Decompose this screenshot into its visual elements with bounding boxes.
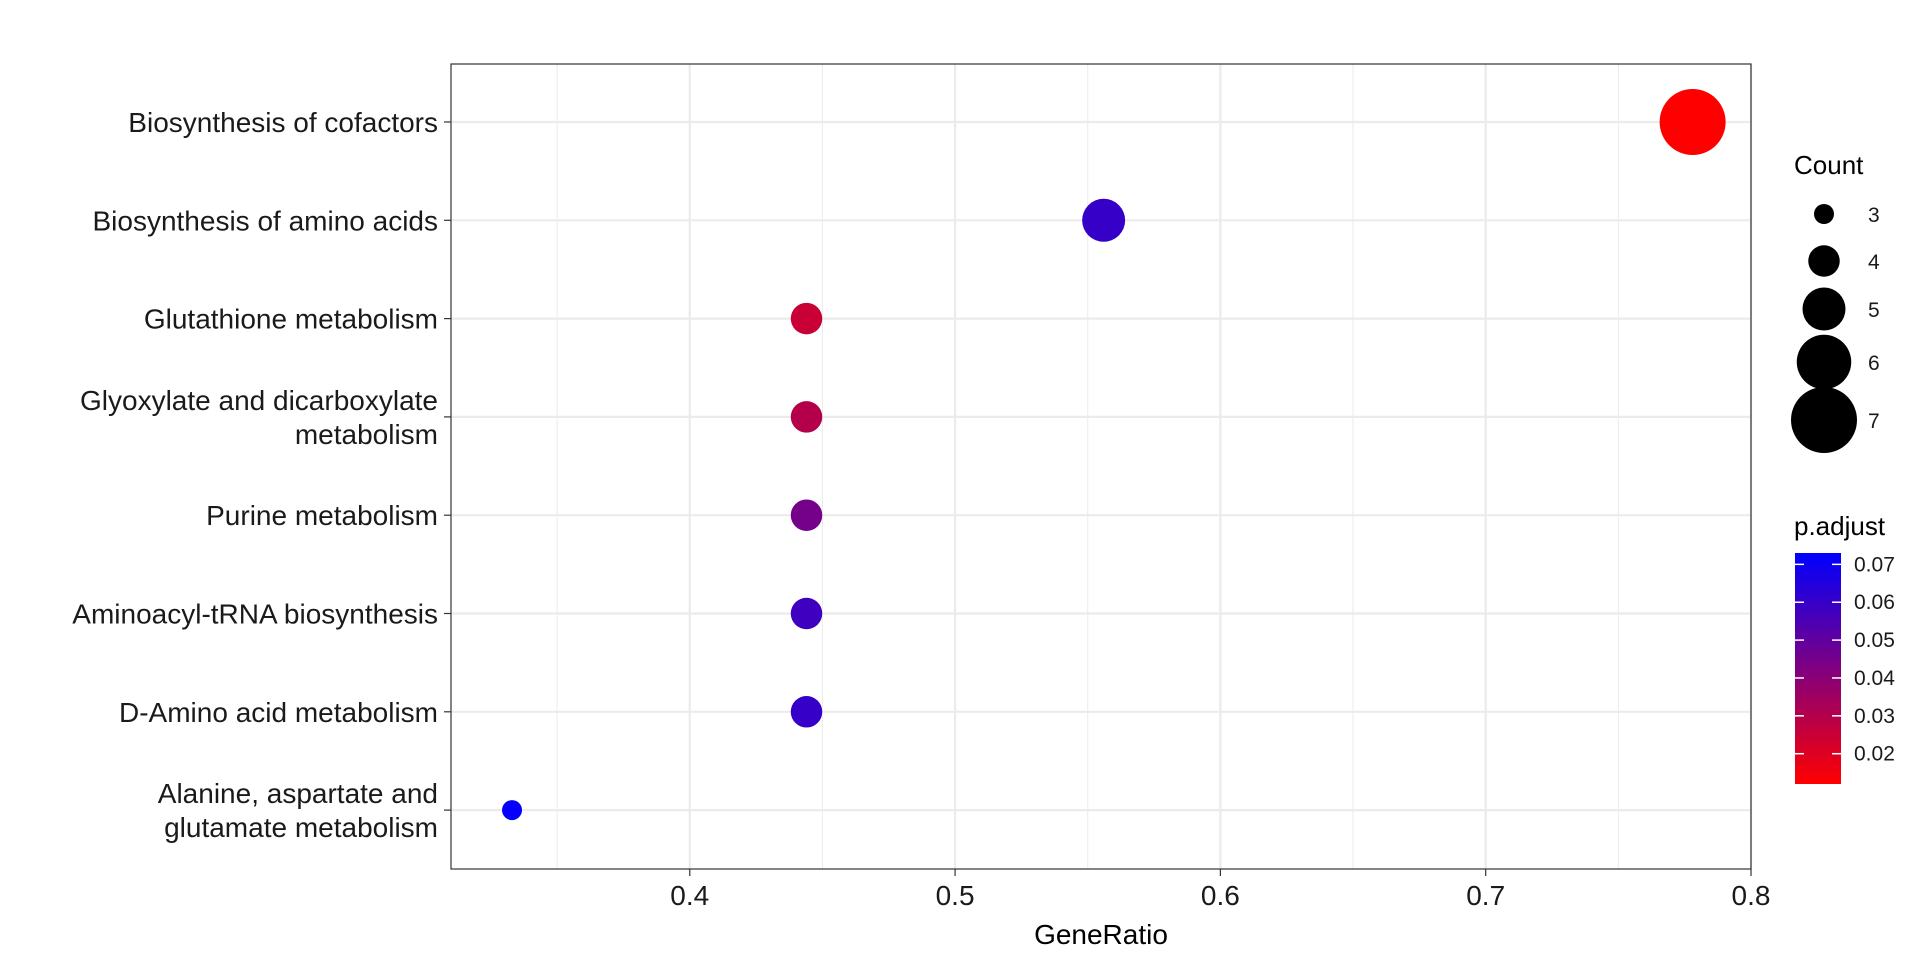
x-tick-label: 0.5 [936, 880, 975, 911]
data-point [790, 302, 823, 335]
p-adjust-tick-label: 0.06 [1854, 591, 1895, 614]
count-legend-label: 4 [1868, 251, 1880, 274]
count-legend-label: 7 [1868, 410, 1880, 433]
data-point [790, 696, 823, 728]
x-tick-label: 0.8 [1732, 880, 1771, 911]
count-legend-dot [1808, 245, 1840, 277]
y-tick-label-line: Glutathione metabolism [144, 304, 438, 335]
plot-panel-border [450, 63, 1752, 870]
x-tick-label: 0.7 [1466, 880, 1505, 911]
x-tick-label: 0.6 [1201, 880, 1240, 911]
data-point [502, 800, 523, 821]
y-tick-label-line: metabolism [295, 419, 438, 450]
count-legend-dot [1802, 287, 1846, 331]
count-legend-dot [1814, 204, 1834, 224]
x-axis: 0.4 0.5 0.6 0.7 0.8 [670, 869, 1770, 911]
data-point [1082, 198, 1126, 242]
y-tick-label: Aminoacyl-tRNA biosynthesis [72, 599, 438, 630]
count-legend-dot [1796, 334, 1852, 390]
y-tick-label: Purine metabolism [206, 500, 438, 531]
data-point [790, 499, 823, 531]
count-legend: Count 3 4 5 6 7 [1791, 150, 1880, 453]
data-point [790, 597, 823, 630]
y-tick-label: Biosynthesis of cofactors [128, 107, 438, 138]
p-adjust-tick-label: 0.02 [1854, 743, 1895, 766]
y-tick-label-line: Alanine, aspartate and [158, 778, 438, 809]
y-tick-label-line: Purine metabolism [206, 500, 438, 531]
p-adjust-colorbar [1795, 553, 1841, 784]
p-adjust-tick-label: 0.03 [1854, 705, 1895, 728]
p-adjust-legend: p.adjust 0.07 0.06 0.05 0.04 0.03 0.02 [1794, 511, 1895, 784]
y-tick-label-line: Glyoxylate and dicarboxylate [80, 385, 438, 416]
y-tick-label: Alanine, aspartate and glutamate metaboli… [158, 778, 438, 843]
x-tick-label: 0.4 [670, 880, 709, 911]
y-tick-label-line: Biosynthesis of amino acids [92, 205, 438, 236]
data-point [1659, 89, 1726, 155]
p-adjust-legend-title: p.adjust [1794, 511, 1886, 541]
y-tick-label-line: glutamate metabolism [164, 812, 438, 843]
y-tick-label: Biosynthesis of amino acids [92, 205, 438, 236]
count-legend-label: 5 [1868, 299, 1880, 322]
y-tick-label: Glutathione metabolism [144, 304, 438, 335]
y-tick-label: Glyoxylate and dicarboxylate metabolism [80, 385, 438, 450]
y-tick-label-line: D-Amino acid metabolism [119, 697, 438, 728]
p-adjust-tick-label: 0.04 [1854, 667, 1895, 690]
x-axis-title: GeneRatio [1034, 919, 1168, 950]
y-tick-label: D-Amino acid metabolism [119, 697, 438, 728]
data-points [502, 89, 1726, 821]
count-legend-title: Count [1794, 150, 1864, 180]
p-adjust-tick-label: 0.05 [1854, 629, 1895, 652]
data-point [790, 401, 823, 433]
y-tick-label-line: Aminoacyl-tRNA biosynthesis [72, 599, 438, 630]
grid-lines [451, 64, 1753, 869]
p-adjust-tick-label: 0.07 [1854, 553, 1895, 576]
y-tick-label-line: Biosynthesis of cofactors [128, 107, 438, 138]
count-legend-label: 3 [1868, 204, 1880, 227]
count-legend-label: 6 [1868, 352, 1880, 375]
y-axis: Biosynthesis of cofactors Biosynthesis of… [72, 107, 451, 843]
count-legend-dot [1791, 387, 1857, 453]
